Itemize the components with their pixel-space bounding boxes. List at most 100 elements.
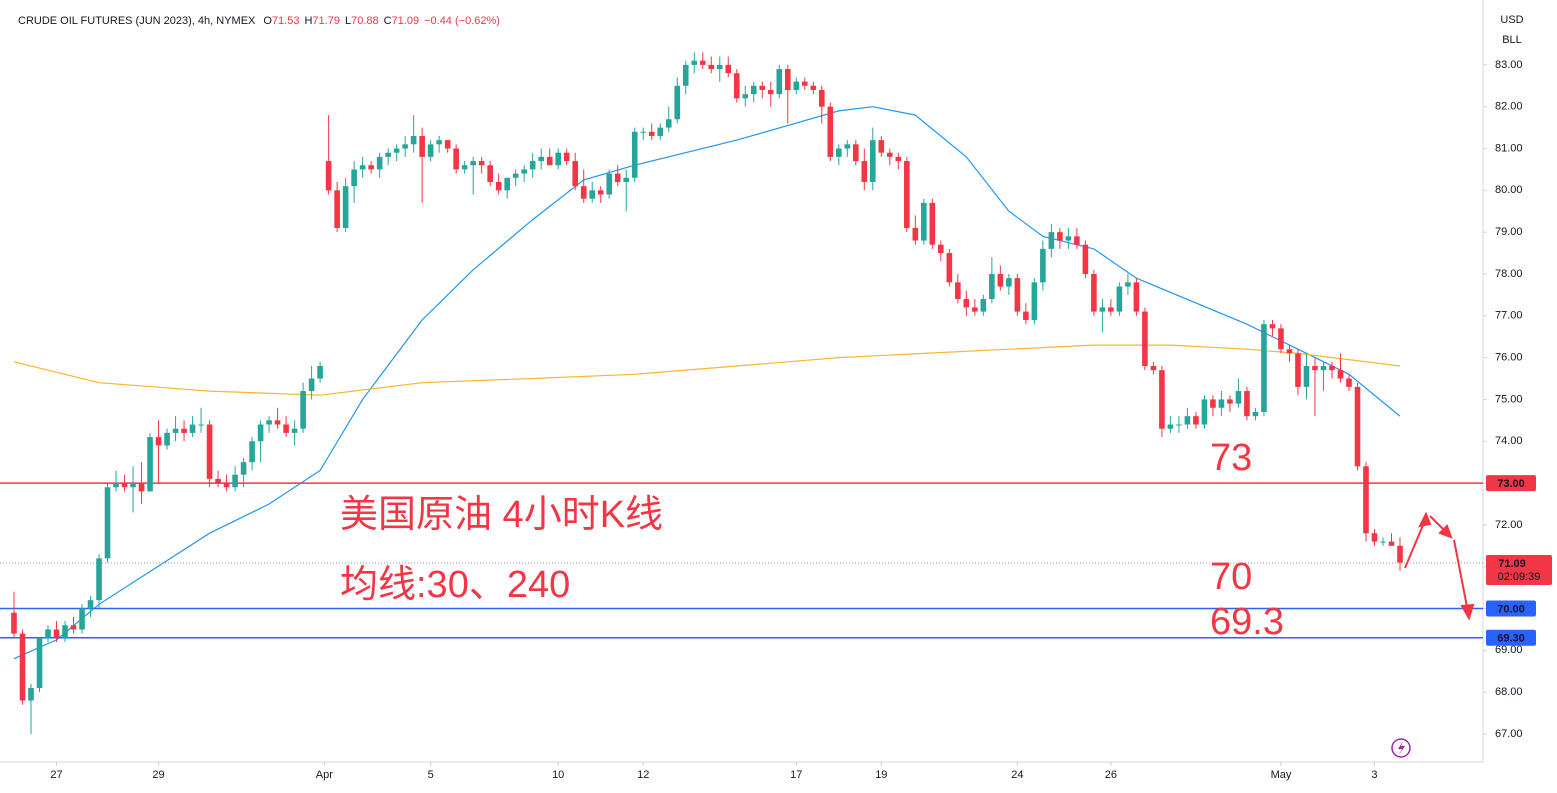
price-label: 69.30	[1497, 633, 1525, 645]
candle-body	[767, 89, 774, 95]
candle-body	[563, 152, 570, 162]
candle-body	[155, 437, 162, 446]
arrowhead	[1460, 603, 1475, 621]
arrowhead	[1438, 524, 1453, 539]
candle-body	[215, 478, 221, 484]
candle-body	[189, 424, 196, 433]
candle-body	[62, 625, 68, 638]
x-tick-label: 3	[1371, 769, 1377, 781]
candle-body	[87, 600, 94, 609]
candle-body	[444, 140, 451, 149]
candle-body	[904, 161, 910, 228]
candle-body	[580, 186, 587, 199]
candle-body	[810, 85, 817, 90]
candle-body	[589, 190, 596, 199]
price-label-box	[1486, 629, 1536, 646]
candle-body	[844, 144, 851, 149]
candle-body	[368, 165, 374, 170]
candle-body	[614, 173, 621, 182]
price-label-box	[1486, 475, 1536, 492]
candle-body	[300, 391, 306, 429]
candle-body	[249, 441, 255, 463]
candle-body	[759, 85, 766, 90]
x-tick-label: 19	[875, 769, 887, 781]
candle-body	[682, 64, 689, 86]
ohlc-value: 71.79	[312, 15, 340, 27]
header: CRUDE OIL FUTURES (JUN 2023), 4h, NYMEX O…	[18, 15, 500, 27]
candle-body	[436, 140, 442, 145]
candle-body	[1074, 236, 1080, 245]
candle-body	[1142, 311, 1148, 366]
y-tick-label: 83.00	[1495, 59, 1523, 71]
candle-body	[1337, 370, 1344, 379]
candle-body	[1303, 365, 1310, 387]
candle-body	[1091, 273, 1097, 312]
candle-body	[512, 173, 519, 178]
candle-body	[887, 152, 893, 157]
candle-body	[997, 273, 1004, 287]
candle-body	[1354, 386, 1361, 467]
candle-body	[1371, 533, 1378, 542]
candle-body	[776, 69, 783, 95]
candle-body	[929, 202, 936, 245]
candle-body	[1193, 416, 1199, 425]
candle-body	[121, 483, 128, 488]
candle-body	[410, 135, 417, 145]
candle-body	[274, 420, 281, 425]
candle-body	[623, 177, 630, 182]
candle-body	[1295, 353, 1301, 387]
candle-body	[257, 424, 264, 442]
candle-body	[546, 156, 553, 166]
candle-body	[1159, 370, 1165, 429]
unit: BLL	[1502, 34, 1522, 46]
y-tick-label: 69.00	[1495, 644, 1523, 656]
candle-body	[938, 244, 944, 254]
x-tick-label: May	[1271, 769, 1292, 781]
candle-body	[232, 474, 238, 488]
candle-body	[1167, 424, 1174, 429]
candle-body	[291, 428, 298, 433]
x-tick-label: 27	[50, 769, 62, 781]
candle-body	[801, 81, 808, 86]
x-tick-label: 29	[152, 769, 164, 781]
y-tick-label: 77.00	[1495, 310, 1523, 322]
ohlc-key: O	[263, 15, 272, 27]
candle-body	[53, 629, 60, 638]
candle-body	[478, 161, 485, 166]
candle-body	[130, 483, 136, 488]
candle-body	[1116, 286, 1123, 312]
change: −0.44 (−0.62%)	[424, 15, 500, 27]
candle-body	[419, 135, 425, 157]
candle-body	[470, 161, 476, 166]
candle-body	[912, 227, 919, 241]
candle-body	[1218, 399, 1225, 408]
candle-body	[1125, 282, 1131, 287]
candle-body	[28, 687, 34, 701]
candle-body	[317, 365, 323, 379]
ohlc-key: C	[384, 15, 392, 27]
candle-body	[555, 152, 561, 166]
candle-body	[1133, 282, 1140, 312]
candle-body	[725, 64, 732, 74]
candle-body	[393, 148, 400, 153]
x-tick-label: 26	[1105, 769, 1117, 781]
candle-body	[1057, 232, 1063, 241]
candle-body	[1261, 324, 1267, 412]
y-tick-label: 75.00	[1495, 393, 1523, 405]
candle-body	[1388, 541, 1395, 546]
candle-body	[1363, 466, 1369, 534]
candle-body	[1040, 248, 1046, 283]
candle-body	[283, 424, 289, 433]
candle-body	[138, 483, 145, 492]
replay-icon[interactable]	[1391, 738, 1411, 758]
candle-body	[648, 131, 655, 136]
candle-body	[1176, 424, 1182, 426]
candle-body	[674, 85, 681, 120]
annotation: 70	[1210, 556, 1252, 598]
candle-body	[147, 437, 153, 492]
candle-body	[206, 424, 213, 479]
y-tick-label: 68.00	[1495, 686, 1523, 698]
candle-body	[963, 299, 970, 308]
